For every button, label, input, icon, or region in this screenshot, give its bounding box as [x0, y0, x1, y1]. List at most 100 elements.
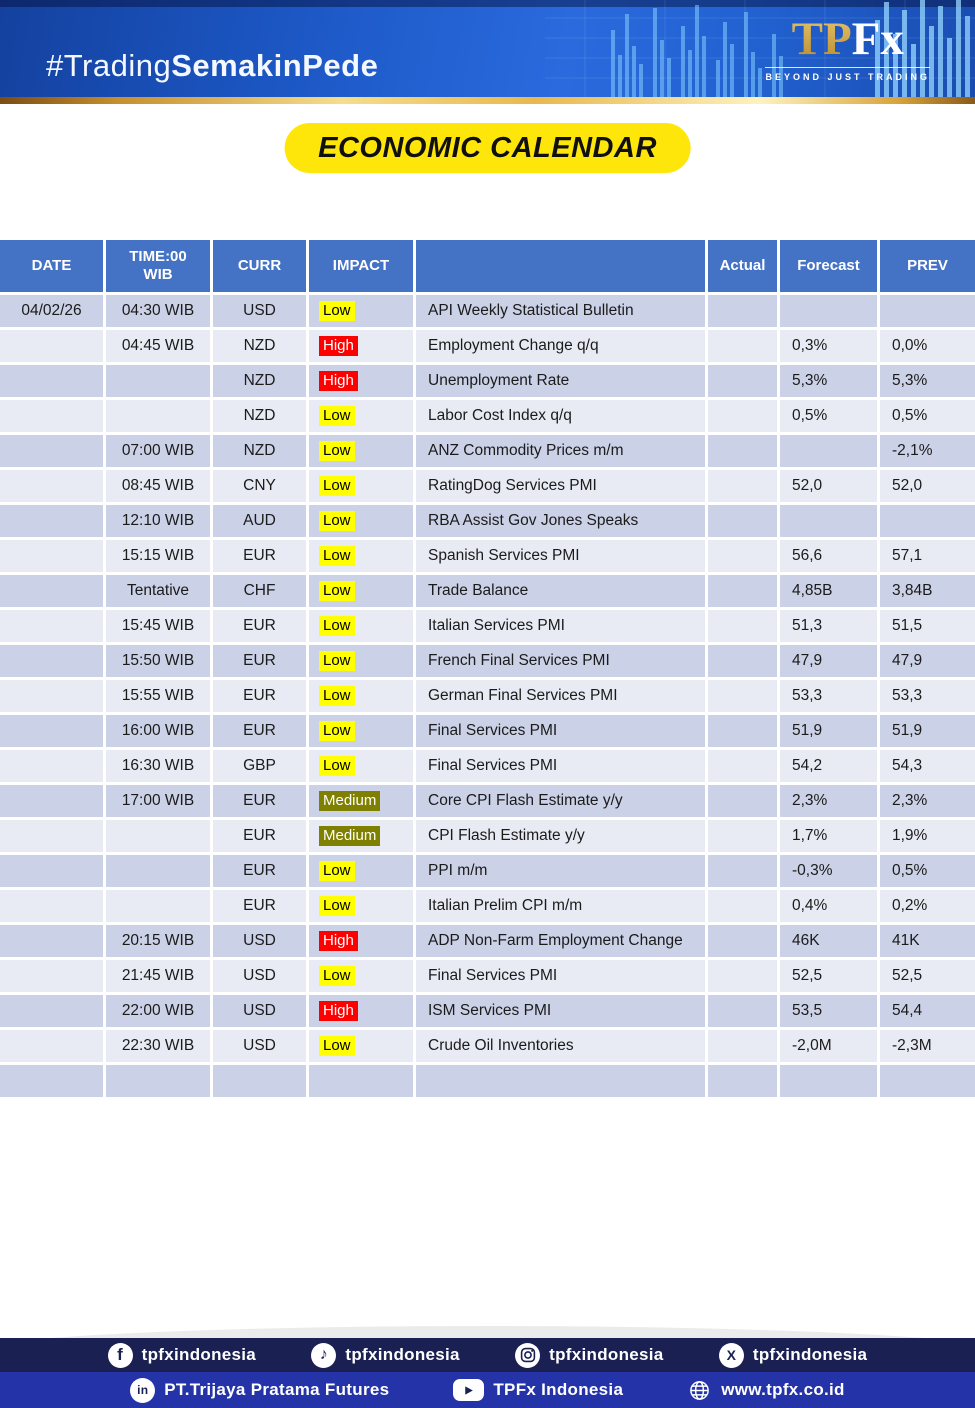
event-cell: Trade Balance: [416, 575, 705, 607]
time-cell: 16:30 WIB: [106, 750, 210, 782]
prev-cell: 47,9: [880, 645, 975, 677]
date-cell: [0, 750, 103, 782]
prev-cell: 0,5%: [880, 400, 975, 432]
forecast-cell: 53,3: [780, 680, 877, 712]
social-link-instagram[interactable]: tpfxindonesia: [515, 1342, 663, 1368]
forecast-cell: 2,3%: [780, 785, 877, 817]
impact-badge: High: [319, 335, 358, 357]
actual-cell: [708, 1030, 777, 1062]
calendar-row: Tentative CHF Low Trade Balance 4,85B 3,84B: [0, 575, 975, 607]
actual-cell: [708, 960, 777, 992]
prev-cell: 0,2%: [880, 890, 975, 922]
prev-cell: [880, 1065, 975, 1097]
calendar-table: DATE TIME:00 WIB CURR IMPACT Actual Forecast P…: [0, 240, 975, 1100]
curr-cell: USD: [213, 1030, 306, 1062]
event-cell: API Weekly Statistical Bulletin: [416, 295, 705, 327]
actual-cell: [708, 855, 777, 887]
social-link-youtube[interactable]: TPFx Indonesia: [453, 1379, 623, 1401]
logo-tp-letters: TP: [791, 13, 852, 65]
date-cell: [0, 330, 103, 362]
column-header-time: TIME:00 WIB: [106, 240, 210, 292]
date-cell: [0, 995, 103, 1027]
time-cell: [106, 890, 210, 922]
time-cell: 12:10 WIB: [106, 505, 210, 537]
forecast-cell: -2,0M: [780, 1030, 877, 1062]
campaign-hashtag: #TradingSemakinPede: [46, 48, 378, 84]
curr-cell: EUR: [213, 645, 306, 677]
prev-cell: 41K: [880, 925, 975, 957]
curr-cell: USD: [213, 925, 306, 957]
date-cell: [0, 575, 103, 607]
calendar-row: 16:30 WIB GBP Low Final Services PMI 54,2 54,…: [0, 750, 975, 782]
facebook-icon: f: [107, 1342, 133, 1368]
calendar-row: 04/02/26 04:30 WIB USD Low API Weekly Statis…: [0, 295, 975, 327]
curr-cell: GBP: [213, 750, 306, 782]
time-cell: [106, 1065, 210, 1097]
calendar-row: NZD High Unemployment Rate 5,3% 5,3%: [0, 365, 975, 397]
forecast-cell: 0,5%: [780, 400, 877, 432]
impact-cell: High: [309, 995, 413, 1027]
event-cell: German Final Services PMI: [416, 680, 705, 712]
impact-cell: Low: [309, 470, 413, 502]
column-header-impact: IMPACT: [309, 240, 413, 292]
social-label: tpfxindonesia: [345, 1345, 460, 1364]
social-label: tpfxindonesia: [752, 1345, 868, 1364]
logo-fx-letters: Fx: [851, 13, 904, 65]
column-header-curr: CURR: [213, 240, 306, 292]
prev-cell: 5,3%: [880, 365, 975, 397]
chart-bars-decoration: [545, 0, 975, 97]
calendar-row: 15:55 WIB EUR Low German Final Services PMI…: [0, 680, 975, 712]
impact-cell: Low: [309, 680, 413, 712]
impact-badge: High: [319, 1000, 358, 1022]
event-cell: CPI Flash Estimate y/y: [416, 820, 705, 852]
forecast-cell: 4,85B: [780, 575, 877, 607]
impact-badge: Medium: [319, 790, 381, 812]
page-title-label: ECONOMIC CALENDAR: [318, 131, 657, 164]
curr-cell: EUR: [213, 855, 306, 887]
calendar-row: 15:15 WIB EUR Low Spanish Services PMI 56,6 5…: [0, 540, 975, 572]
event-cell: Italian Prelim CPI m/m: [416, 890, 705, 922]
actual-cell: [708, 645, 777, 677]
footer-social-bar: f tpfxindonesia ♪ tpfxindonesia tpfxindonesi…: [0, 1338, 975, 1372]
curr-cell: AUD: [213, 505, 306, 537]
impact-badge: Low: [319, 510, 355, 532]
time-cell: 04:30 WIB: [106, 295, 210, 327]
forecast-cell: 5,3%: [780, 365, 877, 397]
calendar-row: 12:10 WIB AUD Low RBA Assist Gov Jones Spea…: [0, 505, 975, 537]
event-cell: Crude Oil Inventories: [416, 1030, 705, 1062]
impact-badge: Low: [319, 1035, 355, 1057]
social-link-globe[interactable]: www.tpfx.co.id: [687, 1378, 845, 1403]
curr-cell: NZD: [213, 330, 306, 362]
impact-badge: Medium: [319, 825, 381, 847]
social-link-linkedin[interactable]: in PT.Trijaya Pratama Futures: [130, 1377, 390, 1403]
date-cell: [0, 785, 103, 817]
actual-cell: [708, 575, 777, 607]
date-cell: [0, 1030, 103, 1062]
social-link-tiktok[interactable]: ♪ tpfxindonesia: [311, 1342, 460, 1368]
calendar-row: 17:00 WIB EUR Medium Core CPI Flash Estimat…: [0, 785, 975, 817]
globe-icon: [687, 1378, 712, 1403]
time-cell: [106, 365, 210, 397]
event-cell: Employment Change q/q: [416, 330, 705, 362]
curr-cell: EUR: [213, 890, 306, 922]
time-cell: [106, 820, 210, 852]
calendar-row: EUR Low Italian Prelim CPI m/m 0,4% 0,2%: [0, 890, 975, 922]
impact-badge: Low: [319, 440, 355, 462]
tiktok-icon: ♪: [311, 1342, 337, 1368]
forecast-cell: 51,9: [780, 715, 877, 747]
social-link-facebook[interactable]: f tpfxindonesia: [107, 1342, 256, 1368]
curr-cell: NZD: [213, 365, 306, 397]
social-label: PT.Trijaya Pratama Futures: [164, 1380, 390, 1399]
instagram-icon: [515, 1342, 541, 1368]
event-cell: ANZ Commodity Prices m/m: [416, 435, 705, 467]
date-cell: [0, 960, 103, 992]
actual-cell: [708, 365, 777, 397]
forecast-cell: 52,5: [780, 960, 877, 992]
impact-cell: Low: [309, 890, 413, 922]
forecast-cell: 1,7%: [780, 820, 877, 852]
time-cell: 15:50 WIB: [106, 645, 210, 677]
logo-tagline: BEYOND JUST TRADING: [765, 67, 930, 82]
date-cell: [0, 540, 103, 572]
impact-cell: Low: [309, 400, 413, 432]
